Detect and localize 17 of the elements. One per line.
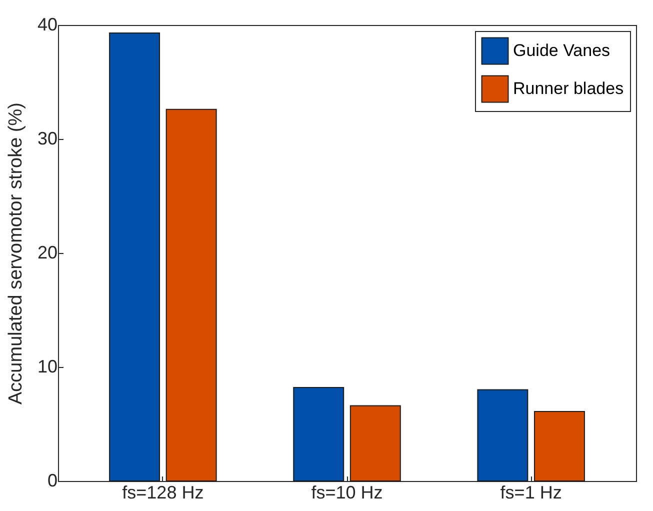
bar (293, 387, 344, 482)
y-tick-label: 20 (37, 242, 58, 262)
bar (534, 410, 585, 482)
bar (477, 389, 528, 482)
y-tick-label: 10 (37, 356, 58, 376)
y-tick-label: 30 (37, 128, 58, 148)
y-tick-label: 40 (37, 14, 58, 34)
x-tick-label: fs=128 Hz (122, 482, 204, 502)
y-tick-label: 0 (47, 470, 58, 490)
legend-label: Runner blades (513, 79, 624, 98)
bar (350, 405, 401, 482)
legend-label: Guide Vanes (513, 41, 610, 60)
y-axis-title: Accumulated servomotor stroke (%) (5, 102, 26, 404)
bar (109, 32, 160, 482)
x-tick-label: fs=1 Hz (500, 482, 562, 502)
x-tick-label: fs=10 Hz (311, 482, 383, 502)
bar (166, 108, 217, 482)
